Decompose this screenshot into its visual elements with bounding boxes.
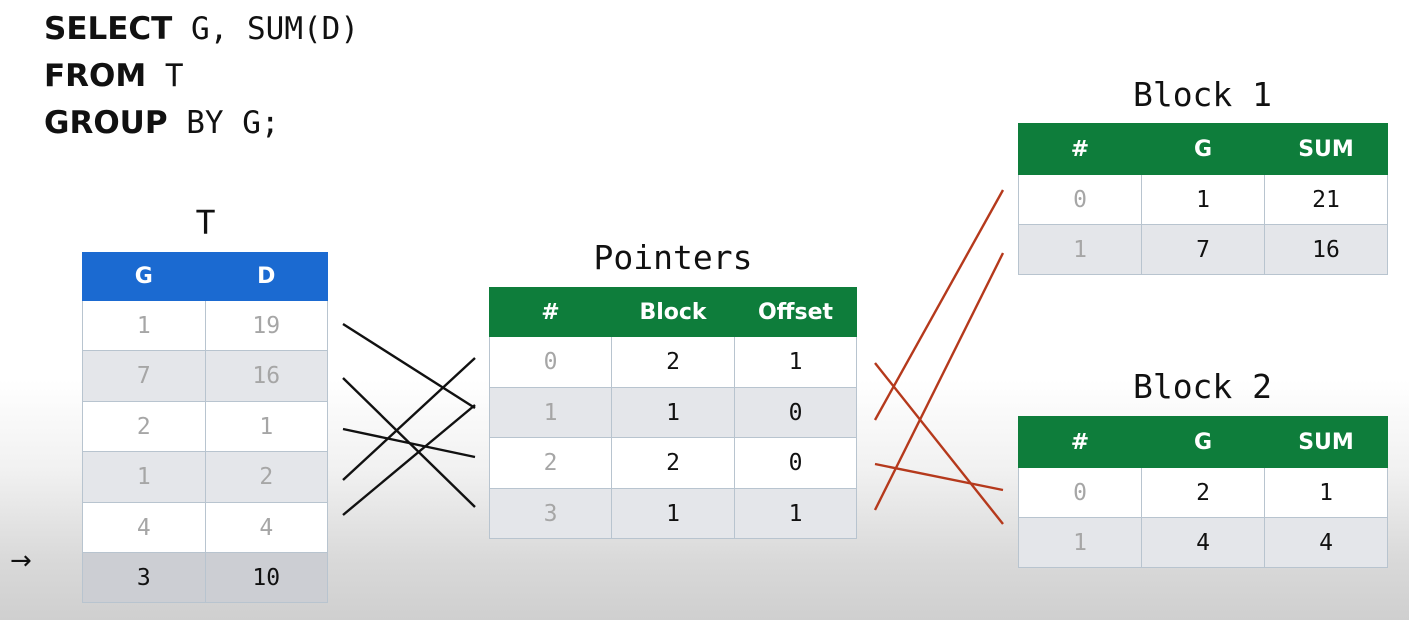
- sql-keyword: SELECT: [44, 11, 173, 47]
- column-header: G: [1141, 416, 1265, 468]
- table-cell: 2: [82, 401, 206, 452]
- table-cell: 0: [734, 437, 857, 489]
- table-cell: 1: [1141, 174, 1265, 225]
- sql-text: G, SUM(D): [172, 11, 359, 47]
- table-cell: 1: [1264, 467, 1388, 518]
- table-cell: 16: [1264, 224, 1388, 275]
- connector-line: [342, 427, 476, 459]
- pointers-title: Pointers: [593, 238, 753, 277]
- table-cell: 16: [204, 350, 328, 402]
- connector-line: [873, 252, 1005, 511]
- table-row: 2 2 0: [489, 437, 857, 489]
- table-row: 0 2 1: [489, 336, 857, 388]
- block-connectors: [873, 189, 1005, 525]
- table-cell: 10: [204, 552, 328, 603]
- table-row: 1 19: [82, 300, 328, 351]
- sql-line-select: SELECT G, SUM(D): [44, 6, 359, 53]
- column-header: Offset: [734, 287, 857, 337]
- pointer-connectors: [342, 322, 476, 516]
- table-cell: 1: [82, 300, 206, 351]
- pointers-table: # Block Offset 0 2 1 1 1 0 2 2 0 3 1 1: [489, 287, 857, 539]
- column-header: Block: [611, 287, 735, 337]
- sql-keyword: FROM: [44, 58, 147, 94]
- table-row: 1 1 0: [489, 387, 857, 438]
- column-header: SUM: [1264, 123, 1388, 175]
- sql-line-from: FROM T: [44, 53, 359, 100]
- column-header: #: [1018, 123, 1142, 175]
- table-row: 3 1 1: [489, 488, 857, 539]
- table-cell: 19: [204, 300, 328, 351]
- sql-text: BY G;: [167, 105, 280, 141]
- sql-query: SELECT G, SUM(D) FROM T GROUP BY G;: [44, 6, 359, 147]
- column-header: #: [1018, 416, 1142, 468]
- table-row: 4 4: [82, 502, 328, 553]
- table-cell: 0: [1018, 467, 1142, 518]
- table-cell: 1: [1018, 517, 1142, 568]
- table-cell: 21: [1264, 174, 1388, 225]
- table-header-row: # G SUM: [1018, 123, 1388, 175]
- column-header: #: [489, 287, 612, 337]
- table-cell: 1: [611, 488, 735, 539]
- table-cell: 2: [611, 336, 735, 388]
- sql-text: T: [146, 58, 184, 94]
- table-cell: 1: [489, 387, 612, 438]
- block1-title: Block 1: [1132, 75, 1273, 114]
- block2-title: Block 2: [1132, 367, 1273, 406]
- table-cell: 2: [1141, 467, 1265, 518]
- table-cell: 2: [489, 437, 612, 489]
- table-cell: 1: [734, 488, 857, 539]
- table-cell: 0: [734, 387, 857, 438]
- block2-table: # G SUM 0 2 1 1 4 4: [1018, 416, 1388, 568]
- table-row-current: 3 10: [82, 552, 328, 603]
- table-cell: 7: [1141, 224, 1265, 275]
- table-cell: 0: [1018, 174, 1142, 225]
- column-header: D: [204, 252, 328, 301]
- table-row: 0 2 1: [1018, 467, 1388, 518]
- connector-line: [342, 404, 476, 516]
- table-t-title: T: [195, 203, 216, 242]
- connector-line: [874, 462, 1004, 492]
- table-row: 1 4 4: [1018, 517, 1388, 568]
- table-cell: 1: [204, 401, 328, 452]
- table-header-row: G D: [82, 252, 328, 301]
- table-cell: 1: [611, 387, 735, 438]
- table-cell: 2: [611, 437, 735, 489]
- table-row: 7 16: [82, 350, 328, 402]
- column-header: G: [82, 252, 206, 301]
- column-header: SUM: [1264, 416, 1388, 468]
- connector-line: [874, 362, 1004, 525]
- table-cell: 4: [1264, 517, 1388, 568]
- table-t: G D 1 19 7 16 2 1 1 2 4 4 3 10: [82, 252, 328, 603]
- table-cell: 2: [204, 451, 328, 503]
- connector-line: [342, 322, 476, 410]
- table-cell: 7: [82, 350, 206, 402]
- table-row: 2 1: [82, 401, 328, 452]
- connector-line: [873, 189, 1005, 421]
- sql-line-group-by: GROUP BY G;: [44, 100, 359, 147]
- table-cell: 1: [734, 336, 857, 388]
- block1-table: # G SUM 0 1 21 1 7 16: [1018, 123, 1388, 275]
- table-cell: 1: [82, 451, 206, 503]
- table-cell: 3: [82, 552, 206, 603]
- table-header-row: # G SUM: [1018, 416, 1388, 468]
- table-cell: 4: [82, 502, 206, 553]
- table-cell: 0: [489, 336, 612, 388]
- table-row: 0 1 21: [1018, 174, 1388, 225]
- table-cell: 4: [204, 502, 328, 553]
- sql-keyword: GROUP: [44, 105, 168, 141]
- table-header-row: # Block Offset: [489, 287, 857, 337]
- table-cell: 1: [1018, 224, 1142, 275]
- table-row: 1 2: [82, 451, 328, 503]
- current-row-arrow-icon: →: [10, 546, 32, 576]
- table-row: 1 7 16: [1018, 224, 1388, 275]
- table-cell: 4: [1141, 517, 1265, 568]
- connector-line: [342, 357, 476, 481]
- table-cell: 3: [489, 488, 612, 539]
- column-header: G: [1141, 123, 1265, 175]
